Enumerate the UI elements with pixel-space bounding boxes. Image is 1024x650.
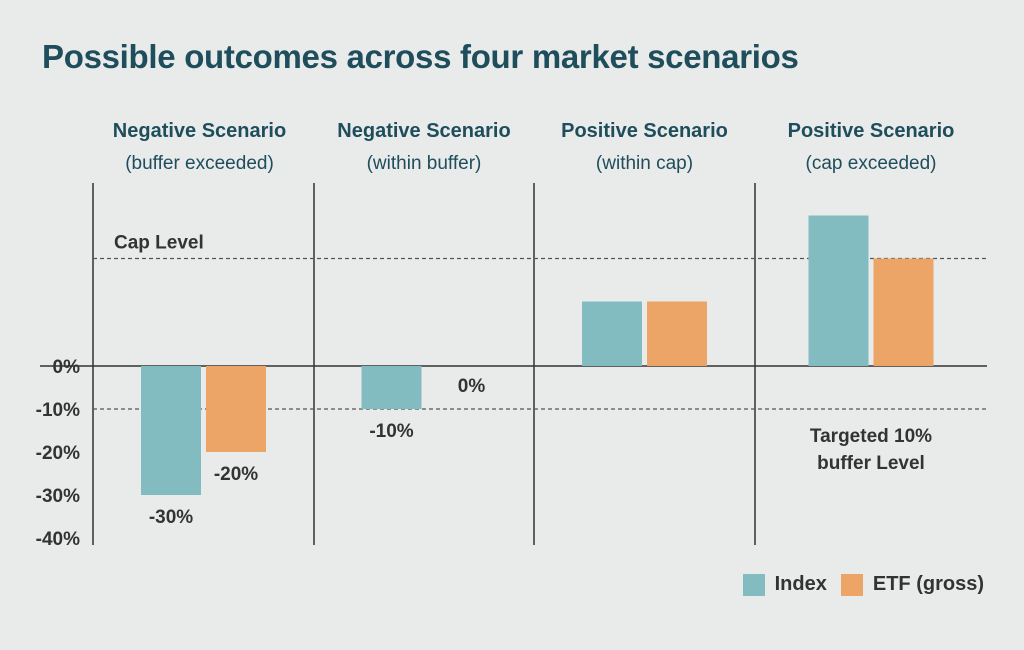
buffer-level-label: Targeted 10% (810, 426, 932, 447)
legend-label-index: Index (774, 573, 827, 595)
y-tick-label: -30% (36, 486, 80, 507)
legend-swatch-index (742, 573, 765, 596)
legend-label-etf: ETF (gross) (872, 573, 984, 595)
scenario-subtitle: (within buffer) (367, 153, 482, 174)
chart-title: Possible outcomes across four market sce… (42, 38, 799, 75)
scenario-title: Negative Scenario (337, 120, 510, 142)
data-label: 0% (458, 376, 486, 397)
index-bar (361, 366, 422, 409)
index-bar (808, 215, 869, 366)
legend-item-etf: ETF (gross) (840, 573, 984, 596)
y-tick-label: -10% (36, 400, 80, 421)
scenario-subtitle: (within cap) (596, 153, 693, 174)
data-label: -10% (369, 421, 413, 442)
buffer-level-label: buffer Level (817, 453, 925, 474)
y-tick-label: -40% (36, 529, 80, 550)
scenario-subtitle: (cap exceeded) (806, 153, 937, 174)
y-tick-label: -20% (36, 443, 80, 464)
legend-swatch-etf (840, 573, 863, 596)
index-bar (141, 366, 201, 495)
scenario-title: Positive Scenario (561, 120, 728, 142)
etf-bar (873, 258, 934, 366)
legend: Index ETF (gross) (742, 573, 984, 596)
data-label: -20% (214, 464, 258, 485)
index-bar (582, 301, 642, 366)
etf-bar (206, 366, 266, 452)
cap-level-label: Cap Level (114, 233, 204, 254)
data-label: -30% (149, 507, 193, 528)
scenario-title: Negative Scenario (113, 120, 286, 142)
etf-bar (647, 301, 707, 366)
y-tick-label: 0% (53, 357, 81, 378)
scenario-title: Positive Scenario (788, 120, 955, 142)
legend-item-index: Index (742, 573, 827, 596)
scenario-subtitle: (buffer exceeded) (125, 153, 274, 174)
